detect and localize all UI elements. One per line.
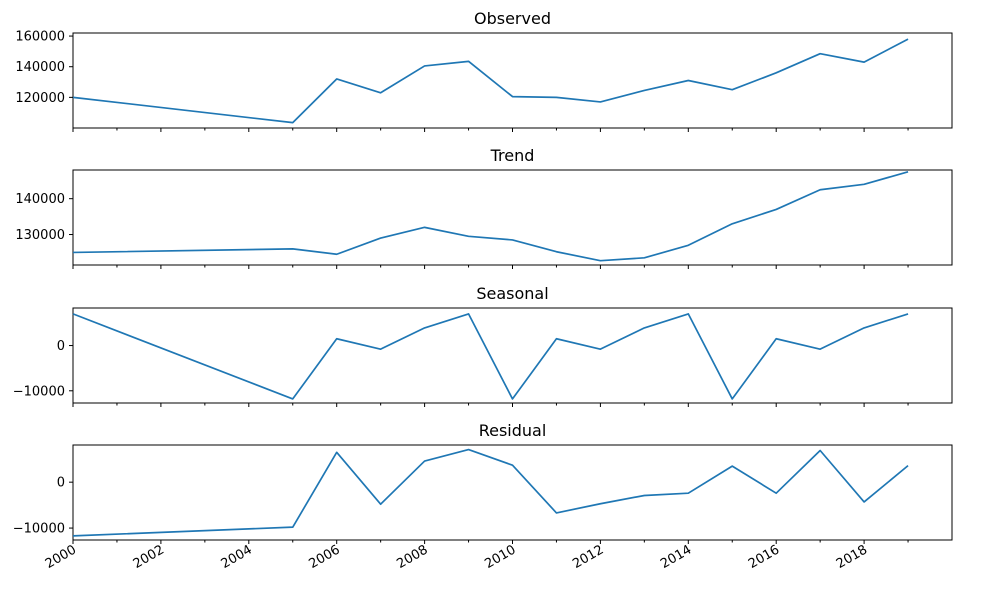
seasonal-y-tick-label: −10000 <box>13 384 65 399</box>
seasonal-series-line <box>72 313 909 400</box>
residual-y-tick-label: 0 <box>57 476 65 491</box>
residual-y-tick-label: −10000 <box>13 522 65 537</box>
x-tick-label: 2012 <box>570 542 606 572</box>
x-tick-label: 2016 <box>746 542 782 572</box>
x-tick-label: 2008 <box>394 542 430 572</box>
trend-y-tick-label: 140000 <box>15 192 65 207</box>
seasonal-y-tick-label: 0 <box>57 339 65 354</box>
x-tick-label: 2010 <box>482 542 518 572</box>
x-tick-label: 2004 <box>219 542 255 572</box>
trend-title: Trend <box>490 146 535 165</box>
x-tick-label: 2006 <box>307 542 343 572</box>
x-tick-label: 2000 <box>43 542 79 572</box>
observed-y-tick-label: 140000 <box>15 60 65 75</box>
x-tick-label: 2014 <box>658 542 694 572</box>
x-tick-label: 2002 <box>131 542 167 572</box>
observed-axes-frame <box>72 32 953 129</box>
observed-y-tick-label: 120000 <box>15 91 65 106</box>
seasonal-axes-frame <box>72 307 953 404</box>
observed-y-tick-label: 160000 <box>15 30 65 45</box>
trend-y-tick-label: 130000 <box>15 228 65 243</box>
observed-title: Observed <box>474 9 551 28</box>
seasonal-title: Seasonal <box>476 284 548 303</box>
residual-title: Residual <box>479 421 547 440</box>
residual-series-line <box>72 448 909 537</box>
x-tick-label: 2018 <box>834 542 870 572</box>
trend-series-line <box>72 170 909 262</box>
observed-series-line <box>72 38 909 124</box>
residual-axes-frame <box>72 444 953 541</box>
